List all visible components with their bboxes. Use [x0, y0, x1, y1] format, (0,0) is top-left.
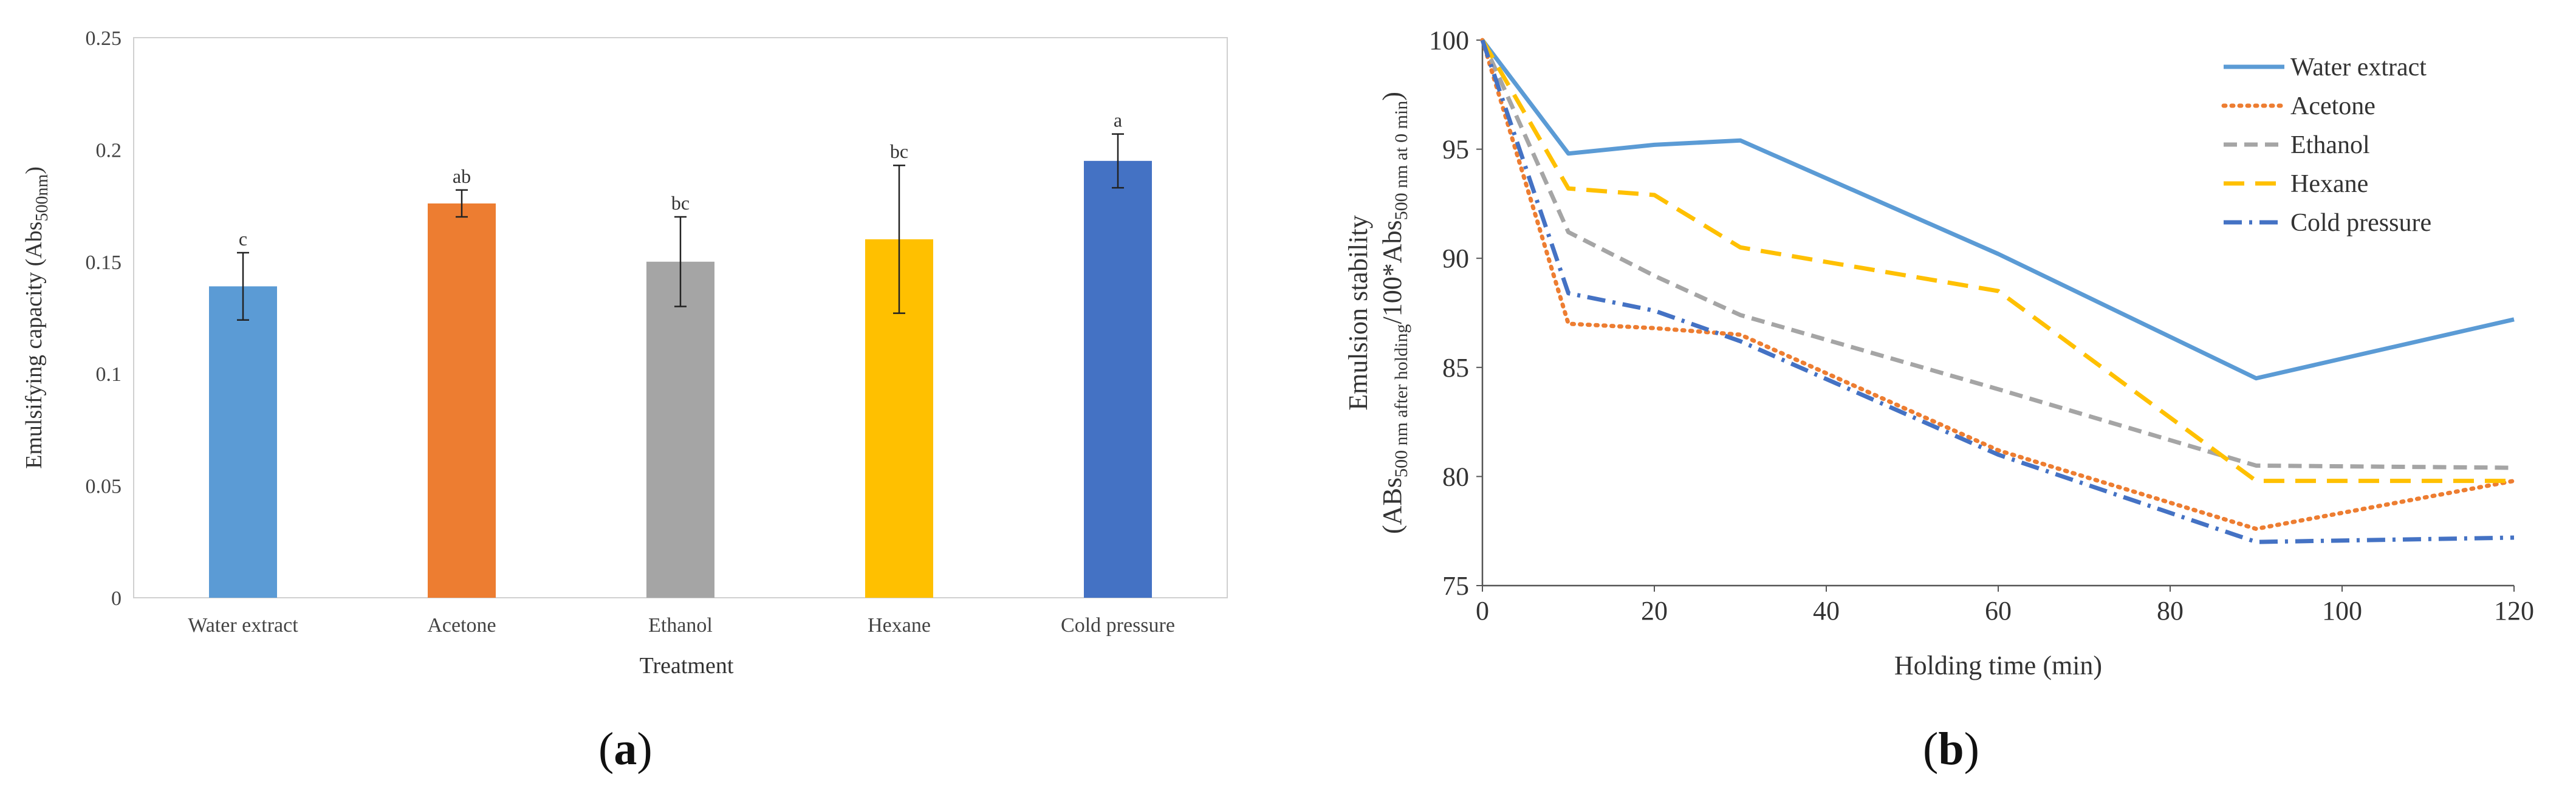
panel-a-bar-chart: 0 0.05 0.1 0.15 0.2 0.25 c ab bc bc a Water extra…	[21, 27, 1228, 776]
y-axis-title: Emulsifying capacity (Abs500nm)	[21, 166, 52, 469]
caption-a: (a)	[598, 723, 653, 776]
y-axis-title-sub: 500nm	[33, 174, 52, 222]
y-tick-label: 0.05	[86, 476, 122, 498]
panel-b-line-chart: 75 80 85 90 95 100 0 20 40 60 80 100 120 Water extr…	[1288, 0, 2576, 797]
series-line	[1480, 39, 2515, 470]
bar	[428, 203, 496, 598]
y-tick-label: 75	[1442, 571, 1469, 601]
y-axis-title-main: Emulsifying capacity (Abs	[21, 222, 47, 469]
legend-label: Ethanol	[2290, 131, 2370, 159]
y-tick-label: 80	[1442, 462, 1469, 491]
significance-letter: c	[239, 228, 247, 250]
legend-label: Cold pressure	[2290, 209, 2431, 237]
x-tick-label: 100	[2322, 596, 2362, 626]
y-tick-label: 90	[1442, 244, 1469, 273]
x-tick-label: 0	[1476, 596, 1489, 626]
caption-b: (b)	[1923, 723, 1979, 776]
legend-label: Acetone	[2290, 92, 2376, 120]
x-tick-label: 40	[1813, 596, 1840, 626]
line-chart-svg: 75 80 85 90 95 100 0 20 40 60 80 100 120 Water extr…	[1343, 26, 2534, 680]
x-tick-label: Water extract	[188, 614, 298, 637]
series-line	[1480, 38, 2516, 532]
y-tick-label: 0.15	[86, 251, 122, 274]
series-lines	[1480, 38, 2516, 544]
y-axis-title-p3: )	[1377, 92, 1407, 101]
y-axis-title-line1: Emulsion stability	[1343, 215, 1373, 410]
bar	[209, 286, 277, 598]
caption-a-letter: a	[614, 723, 637, 775]
x-tick-label: 120	[2494, 596, 2534, 626]
x-tick-labels: 0 20 40 60 80 100 120	[1476, 586, 2534, 626]
x-axis-title: Holding time (min)	[1894, 651, 2102, 680]
series-line	[1480, 39, 2515, 544]
x-tick-labels: Water extract Acetone Ethanol Hexane Cold pr…	[188, 614, 1175, 637]
y-axis-title-s1: 500 nm after holding	[1391, 324, 1411, 477]
y-tick-label: 0.2	[96, 139, 122, 162]
y-axis-title-p2: /100*Abs	[1377, 220, 1407, 324]
bar-chart-svg: 0 0.05 0.1 0.15 0.2 0.25 c ab bc bc a Water extra…	[21, 27, 1228, 679]
y-axis-title-p1: (ABs	[1377, 477, 1407, 534]
significance-letter: ab	[453, 165, 471, 187]
y-tick-labels: 75 80 85 90 95 100	[1429, 26, 1482, 601]
legend: Water extract Acetone Ethanol Hexane Cold pr…	[2221, 53, 2431, 237]
x-axis-title: Treatment	[640, 653, 734, 679]
series-line	[1481, 38, 2515, 381]
y-axis-title-s2: 500 nm at 0 min	[1391, 101, 1411, 221]
legend-label: Water extract	[2290, 53, 2427, 81]
y-tick-label: 95	[1442, 135, 1469, 165]
x-tick-label: 80	[2157, 596, 2184, 626]
y-tick-label: 0.25	[86, 27, 122, 50]
significance-letter: bc	[890, 140, 908, 162]
caption-b-close: )	[1964, 723, 1979, 775]
bars: c ab bc bc a	[209, 109, 1152, 598]
significance-letter: bc	[671, 192, 690, 214]
y-axis-title-end: )	[21, 166, 47, 174]
y-tick-label: 0	[111, 587, 122, 610]
x-tick-label: Hexane	[868, 614, 931, 637]
significance-letter: a	[1114, 109, 1122, 131]
x-tick-label: Ethanol	[648, 614, 713, 637]
caption-b-letter: b	[1938, 723, 1964, 775]
y-axis-title-line2: (ABs500 nm after holding/100*Abs500 nm a…	[1377, 92, 1411, 534]
bar	[646, 261, 714, 598]
y-axis-title: Emulsion stability (ABs500 nm after hold…	[1343, 92, 1411, 534]
y-tick-labels: 0 0.05 0.1 0.15 0.2 0.25	[86, 27, 122, 610]
y-tick-label: 0.1	[96, 363, 122, 386]
x-tick-label: 20	[1641, 596, 1668, 626]
legend-label: Hexane	[2290, 170, 2368, 198]
bar	[1084, 160, 1152, 598]
x-tick-label: Acetone	[427, 614, 496, 637]
y-tick-label: 85	[1442, 353, 1469, 383]
caption-a-open: (	[598, 723, 614, 775]
y-tick-label: 100	[1429, 26, 1469, 55]
series-line	[1480, 39, 2514, 484]
x-tick-label: 60	[1985, 596, 2012, 626]
caption-b-open: (	[1923, 723, 1939, 775]
caption-a-close: )	[637, 723, 653, 775]
x-tick-label: Cold pressure	[1061, 614, 1175, 637]
